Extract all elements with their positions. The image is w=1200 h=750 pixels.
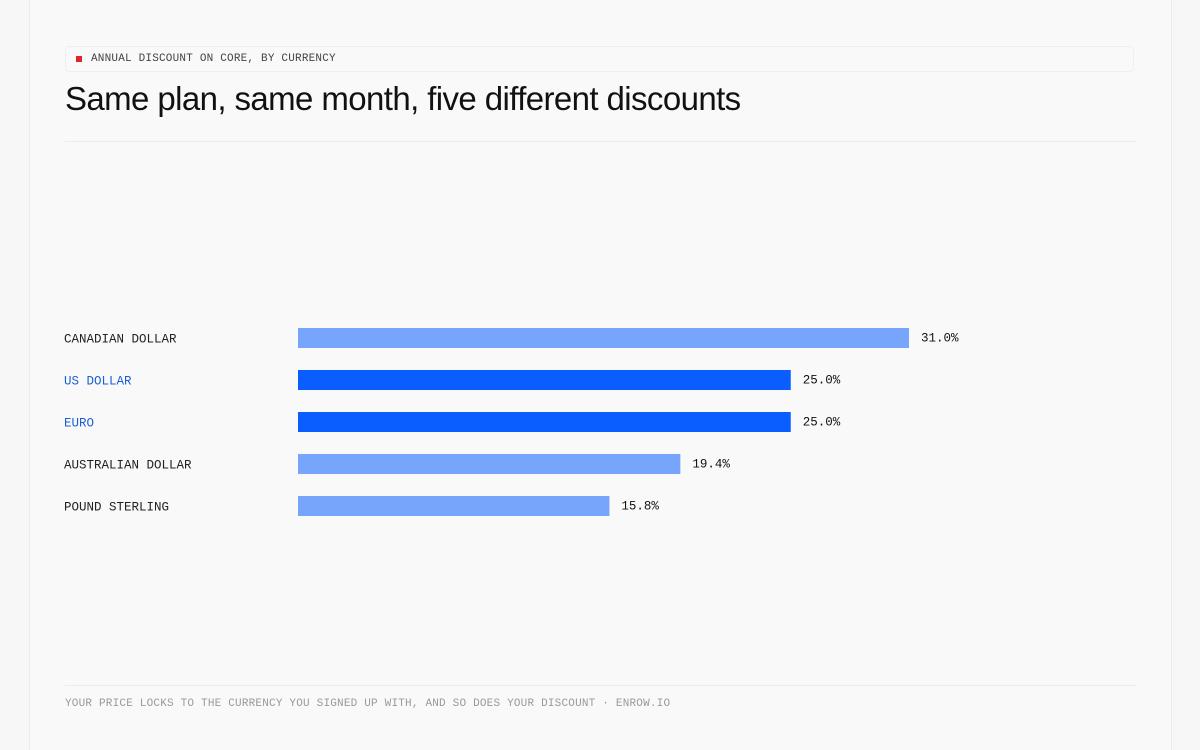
value-label: 25.0% bbox=[803, 373, 841, 387]
bar bbox=[298, 496, 610, 516]
value-label: 25.0% bbox=[803, 415, 841, 429]
category-label: EURO bbox=[64, 416, 94, 430]
footer: YOUR PRICE LOCKS TO THE CURRENCY YOU SIG… bbox=[65, 698, 671, 710]
bar bbox=[298, 454, 681, 474]
value-label: 31.0% bbox=[921, 331, 959, 345]
divider bbox=[65, 141, 1136, 142]
bar bbox=[298, 370, 791, 390]
kicker-dot bbox=[76, 56, 82, 62]
category-label: US DOLLAR bbox=[64, 374, 132, 388]
category-label: AUSTRALIAN DOLLAR bbox=[64, 458, 192, 472]
value-label: 19.4% bbox=[692, 457, 730, 471]
value-label: 15.8% bbox=[621, 499, 659, 513]
bar bbox=[298, 328, 909, 348]
category-label: POUND STERLING bbox=[64, 500, 169, 514]
kicker: ANNUAL DISCOUNT ON CORE, BY CURRENCY bbox=[65, 46, 1134, 72]
chart-title: Same plan, same month, five different di… bbox=[65, 80, 741, 117]
kicker-text: ANNUAL DISCOUNT ON CORE, BY CURRENCY bbox=[91, 53, 336, 65]
category-label: CANADIAN DOLLAR bbox=[64, 332, 177, 346]
divider bbox=[65, 685, 1136, 686]
bar bbox=[298, 412, 791, 432]
